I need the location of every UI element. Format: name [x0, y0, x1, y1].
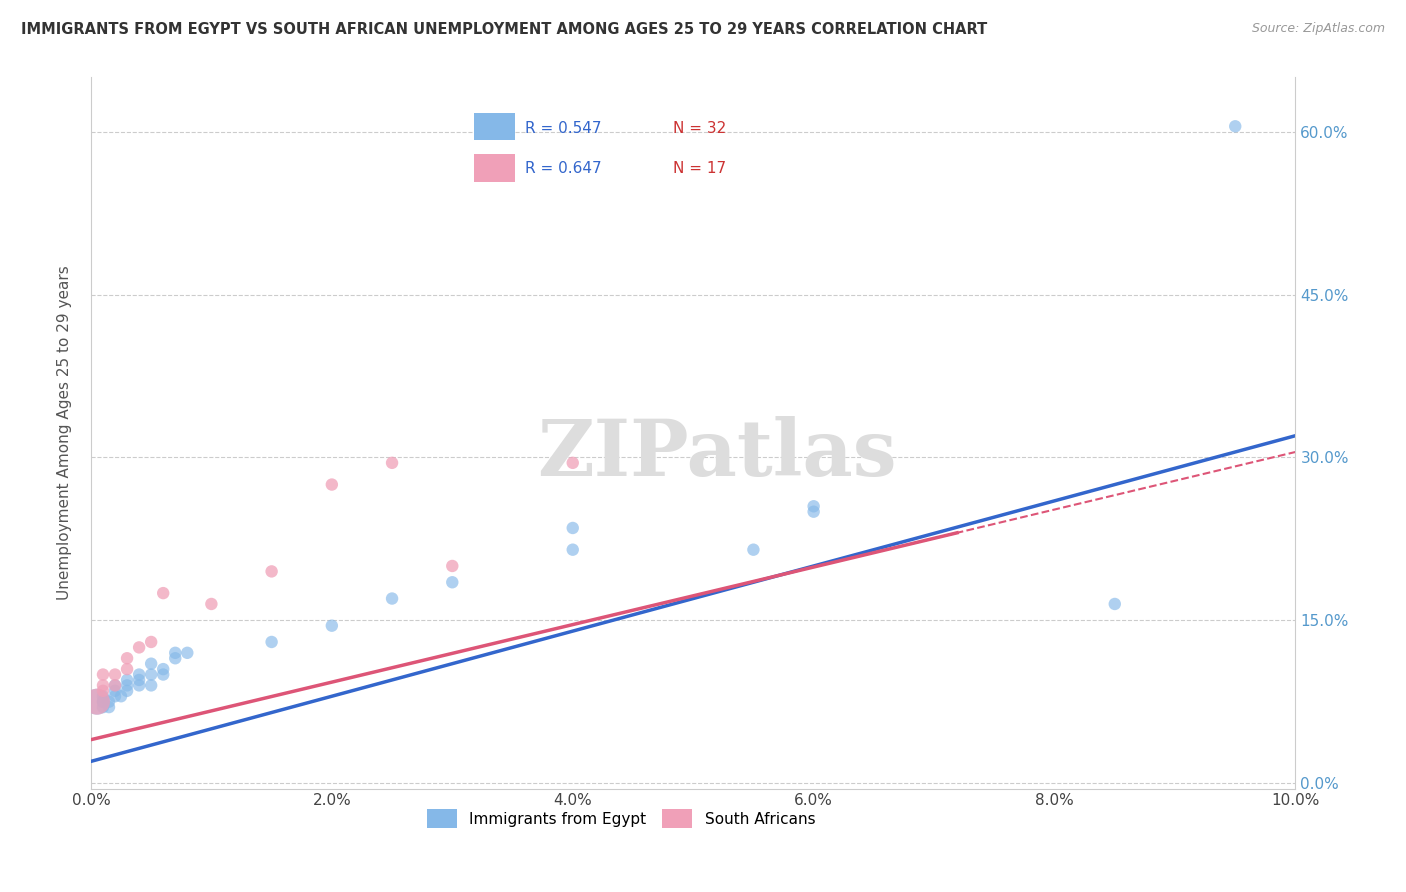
Point: [165, 646, 187, 660]
Point: [91, 700, 114, 714]
Point: [165, 651, 187, 665]
Point: [803, 500, 825, 514]
Legend: Immigrants from Egypt, South Africans: Immigrants from Egypt, South Africans: [420, 804, 821, 834]
Text: ZIPatlas: ZIPatlas: [537, 417, 897, 492]
Point: [381, 591, 404, 606]
Point: [1225, 120, 1247, 134]
Point: [152, 662, 174, 676]
Point: [561, 521, 583, 535]
Text: Source: ZipAtlas.com: Source: ZipAtlas.com: [1251, 22, 1385, 36]
Point: [110, 690, 132, 704]
Point: [115, 673, 138, 687]
Point: [91, 695, 114, 709]
Point: [86, 695, 108, 709]
Point: [104, 678, 127, 692]
Point: [91, 695, 114, 709]
Point: [742, 542, 765, 557]
Point: [104, 690, 127, 704]
Point: [561, 456, 583, 470]
Point: [152, 586, 174, 600]
Point: [115, 651, 138, 665]
Point: [104, 683, 127, 698]
Point: [91, 683, 114, 698]
Point: [91, 690, 114, 704]
Point: [98, 700, 121, 714]
Point: [115, 662, 138, 676]
Point: [321, 618, 343, 632]
Point: [141, 657, 163, 671]
Point: [141, 678, 163, 692]
Point: [98, 695, 121, 709]
Point: [260, 565, 283, 579]
Point: [441, 575, 464, 590]
Point: [176, 646, 198, 660]
Point: [1104, 597, 1126, 611]
Point: [381, 456, 404, 470]
Point: [91, 667, 114, 681]
Text: IMMIGRANTS FROM EGYPT VS SOUTH AFRICAN UNEMPLOYMENT AMONG AGES 25 TO 29 YEARS CO: IMMIGRANTS FROM EGYPT VS SOUTH AFRICAN U…: [21, 22, 987, 37]
Point: [86, 695, 108, 709]
Point: [91, 678, 114, 692]
Point: [200, 597, 222, 611]
Point: [115, 683, 138, 698]
Point: [104, 678, 127, 692]
Point: [128, 673, 150, 687]
Point: [803, 505, 825, 519]
Point: [104, 667, 127, 681]
Point: [128, 667, 150, 681]
Point: [321, 477, 343, 491]
Point: [141, 635, 163, 649]
Point: [441, 558, 464, 573]
Point: [152, 667, 174, 681]
Point: [561, 542, 583, 557]
Point: [115, 678, 138, 692]
Point: [128, 678, 150, 692]
Y-axis label: Unemployment Among Ages 25 to 29 years: Unemployment Among Ages 25 to 29 years: [58, 266, 72, 600]
Point: [141, 667, 163, 681]
Point: [128, 640, 150, 655]
Point: [260, 635, 283, 649]
